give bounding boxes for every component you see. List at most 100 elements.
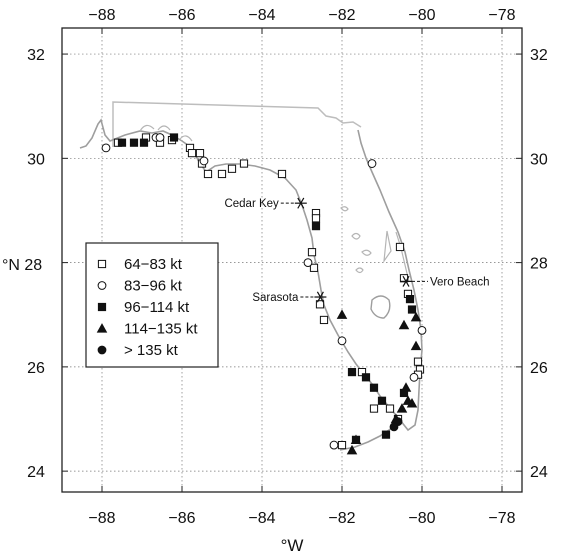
point-open-square-21 bbox=[385, 404, 395, 413]
x-tick-label-bottom-0: −88 bbox=[88, 510, 115, 527]
legend-label-4: > 135 kt bbox=[124, 342, 179, 359]
point-open-square-9 bbox=[217, 169, 227, 179]
point-filled-triangle-2 bbox=[410, 311, 422, 322]
point-open-circle-3 bbox=[199, 156, 209, 166]
point-open-square-23 bbox=[413, 357, 423, 366]
legend: 64−83 kt 83−96 kt 96−114 kt 114−135 kt > 135… bbox=[85, 242, 219, 368]
point-open-circle-8 bbox=[409, 372, 419, 382]
point-open-square-5 bbox=[187, 149, 197, 158]
y-tick-label-right-3: 30 bbox=[530, 151, 548, 168]
city-asterisk-vero-beach-120 bbox=[402, 275, 410, 287]
point-filled-square-12 bbox=[361, 373, 371, 382]
point-open-square-20 bbox=[369, 404, 379, 413]
lake-okeechobee bbox=[370, 295, 391, 319]
point-filled-triangle-4 bbox=[400, 382, 412, 392]
x-tick-label-top-0: −88 bbox=[88, 7, 115, 24]
point-open-square-10 bbox=[227, 164, 237, 173]
city-cedar-key: Cedar Key bbox=[224, 197, 307, 210]
city-label-sarasota: Sarasota bbox=[252, 292, 299, 304]
x-tick-label-bottom-3: −82 bbox=[328, 510, 355, 527]
point-open-square-29 bbox=[337, 440, 347, 450]
florida-coastline bbox=[79, 118, 423, 432]
x-tick-label-bottom-1: −86 bbox=[168, 510, 195, 527]
state-boundary bbox=[112, 101, 362, 147]
point-open-square-12 bbox=[277, 169, 287, 179]
point-open-circle-7 bbox=[417, 325, 427, 335]
point-filled-triangle-7 bbox=[396, 403, 408, 413]
y-axis-label-28: °N 28 bbox=[2, 257, 42, 274]
city-label-vero-beach: Vero Beach bbox=[430, 276, 489, 288]
point-open-circle-2 bbox=[155, 133, 165, 142]
city-asterisk-cedar-key-120 bbox=[297, 197, 305, 209]
y-tick-label-left-3: 30 bbox=[27, 151, 45, 168]
legend-marker-open-circle bbox=[97, 281, 107, 290]
city-markers: Cedar Key Sarasota Vero Beach bbox=[224, 197, 489, 304]
x-tick-label-top-5: −78 bbox=[488, 7, 515, 24]
point-open-square-26 bbox=[395, 242, 405, 252]
point-open-square-18 bbox=[319, 315, 329, 325]
legend-label-1: 83−96 kt bbox=[124, 278, 183, 295]
city-sarasota: Sarasota bbox=[252, 291, 327, 304]
point-filled-square-5 bbox=[369, 383, 379, 392]
legend-marker-filled-square bbox=[97, 302, 107, 312]
y-tick-label-right-2: 28 bbox=[530, 256, 548, 273]
point-open-square-16 bbox=[309, 263, 319, 272]
point-filled-triangle-3 bbox=[410, 340, 422, 351]
axis-ticks bbox=[62, 28, 522, 492]
point-filled-square-2 bbox=[139, 138, 149, 147]
minor-lakes bbox=[340, 206, 392, 274]
y-tick-label-left-0: 24 bbox=[27, 464, 45, 481]
city-label-cedar-key: Cedar Key bbox=[224, 198, 279, 210]
legend-box bbox=[85, 242, 219, 368]
point-open-circle-5 bbox=[337, 336, 347, 346]
landfall-markers bbox=[101, 133, 427, 455]
point-open-circle-4 bbox=[303, 258, 313, 268]
legend-marker-filled-triangle bbox=[96, 323, 108, 333]
y-tick-label-left-1: 26 bbox=[27, 360, 45, 377]
x-tick-label-top-3: −82 bbox=[328, 7, 355, 24]
point-open-square-11 bbox=[239, 159, 249, 168]
x-tick-label-bottom-5: −78 bbox=[488, 510, 515, 527]
panhandle-bays bbox=[139, 124, 193, 142]
point-filled-square-6 bbox=[377, 396, 387, 405]
indian-river-lagoon bbox=[395, 231, 410, 283]
legend-marker-filled-circle bbox=[97, 345, 107, 355]
x-tick-label-top-4: −80 bbox=[408, 7, 435, 24]
point-open-circle-0 bbox=[101, 143, 111, 153]
point-filled-triangle-6 bbox=[406, 397, 418, 408]
x-tick-label-bottom-2: −84 bbox=[248, 510, 275, 527]
point-filled-circle-1 bbox=[389, 422, 399, 432]
city-asterisk-sarasota-120 bbox=[316, 291, 324, 303]
point-open-circle-9 bbox=[329, 440, 339, 450]
legend-label-3: 114−135 kt bbox=[124, 321, 198, 338]
point-filled-triangle-1 bbox=[398, 319, 410, 330]
point-filled-square-1 bbox=[129, 138, 139, 147]
legend-marker-open-square bbox=[97, 259, 107, 269]
point-filled-square-11 bbox=[347, 367, 357, 377]
x-axis-title: °W bbox=[281, 536, 304, 555]
point-open-square-17 bbox=[315, 300, 325, 309]
point-open-square-15 bbox=[307, 248, 317, 257]
point-open-square-6 bbox=[195, 149, 205, 158]
point-filled-square-7 bbox=[405, 295, 415, 304]
point-open-square-14 bbox=[311, 214, 321, 223]
y-tick-label-right-0: 24 bbox=[530, 464, 548, 481]
y-tick-label-left-4: 32 bbox=[27, 47, 45, 64]
legend-label-0: 64−83 kt bbox=[124, 256, 183, 273]
x-tick-label-bottom-4: −80 bbox=[408, 510, 435, 527]
point-filled-triangle-0 bbox=[336, 309, 348, 319]
point-filled-square-3 bbox=[169, 133, 179, 142]
x-tick-label-top-2: −84 bbox=[248, 7, 275, 24]
y-tick-label-right-1: 26 bbox=[530, 360, 548, 377]
x-tick-label-top-1: −86 bbox=[168, 7, 195, 24]
point-filled-square-4 bbox=[311, 222, 321, 231]
legend-label-2: 96−114 kt bbox=[124, 299, 190, 316]
point-filled-square-0 bbox=[117, 138, 127, 147]
city-vero-beach: Vero Beach bbox=[400, 275, 489, 288]
y-tick-label-right-4: 32 bbox=[530, 47, 548, 64]
point-open-circle-6 bbox=[367, 159, 377, 168]
point-filled-triangle-10 bbox=[350, 434, 362, 444]
point-filled-square-8 bbox=[407, 305, 417, 314]
point-open-square-8 bbox=[203, 169, 213, 179]
